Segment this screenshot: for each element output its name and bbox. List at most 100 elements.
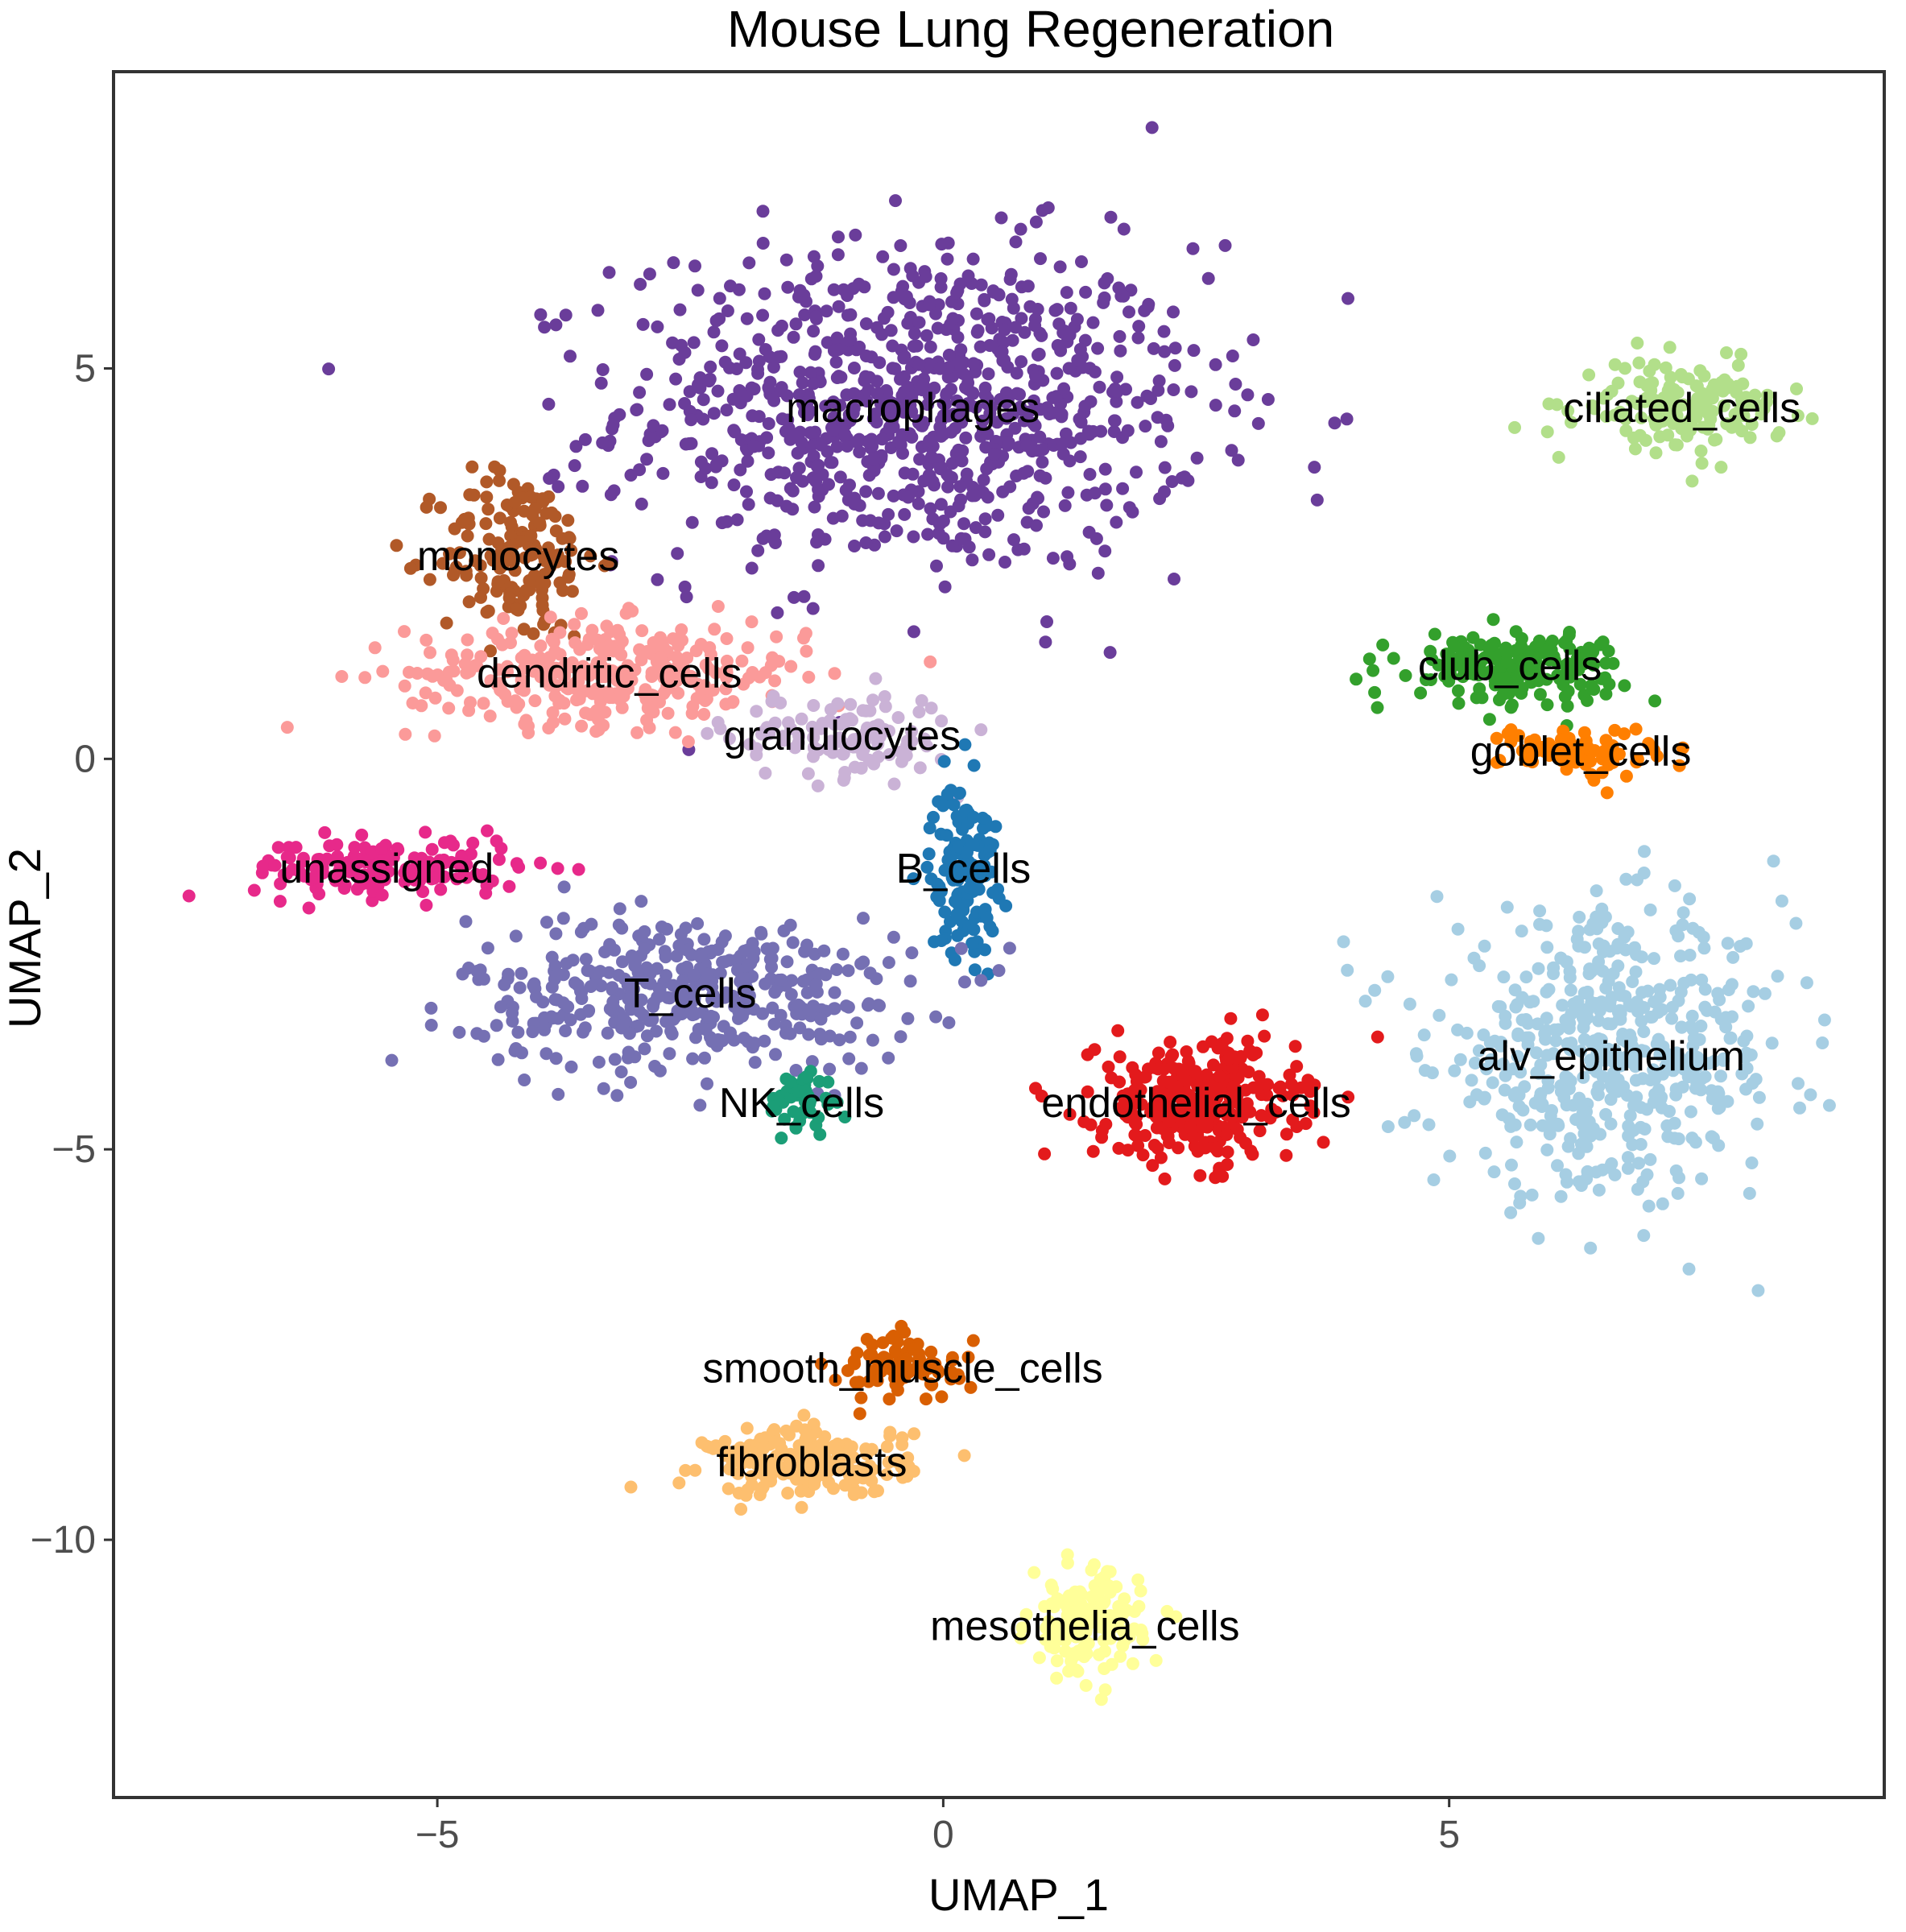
x-tick-label: 5 (1438, 1814, 1460, 1856)
data-point (937, 755, 951, 768)
cluster-label-monocytes: monocytes (417, 533, 619, 580)
data-point (1602, 677, 1616, 691)
data-point (802, 1028, 816, 1041)
data-point (1151, 1046, 1165, 1060)
data-point (999, 395, 1013, 409)
data-point (795, 436, 808, 449)
cluster-points-NK_cells (765, 1065, 852, 1145)
data-point (513, 981, 527, 995)
data-point (1581, 1165, 1594, 1178)
data-point (905, 391, 919, 404)
data-point (504, 515, 517, 529)
data-point (1147, 1139, 1161, 1152)
data-point (869, 672, 883, 685)
data-point (1410, 1049, 1424, 1063)
data-point (850, 436, 864, 449)
data-point (572, 863, 585, 876)
data-point (792, 736, 805, 750)
data-point (1760, 388, 1774, 402)
data-point (1572, 925, 1586, 938)
data-point (1376, 638, 1390, 652)
data-point (1695, 457, 1709, 470)
data-point (1648, 694, 1662, 708)
data-point (1033, 469, 1047, 482)
data-point (804, 366, 817, 379)
data-point (1496, 1057, 1510, 1071)
data-point (912, 414, 925, 428)
data-point (765, 951, 779, 965)
data-point (1017, 542, 1031, 556)
data-point (480, 606, 494, 619)
data-point (547, 635, 560, 649)
data-point (1255, 1109, 1268, 1123)
data-point (1098, 482, 1112, 496)
cluster-label-mesothelia_cells: mesothelia_cells (930, 1603, 1239, 1650)
data-point (368, 641, 382, 655)
data-point (1491, 999, 1505, 1013)
data-point (887, 420, 900, 434)
data-point (962, 540, 976, 554)
data-point (1239, 1136, 1252, 1150)
data-point (651, 320, 664, 333)
data-point (1720, 346, 1733, 359)
data-point (884, 410, 897, 424)
data-point (734, 463, 747, 477)
data-point (1594, 1033, 1608, 1047)
data-point (1149, 1109, 1163, 1123)
data-point (506, 538, 520, 552)
data-point (770, 630, 783, 643)
data-point (1648, 952, 1660, 966)
data-point (932, 894, 946, 908)
data-point (613, 407, 626, 421)
cluster-points-club_cells (1350, 613, 1662, 732)
data-point (633, 386, 647, 399)
data-point (362, 877, 376, 891)
data-point (708, 623, 721, 636)
data-point (751, 544, 765, 557)
data-point (1636, 1072, 1650, 1086)
data-point (671, 547, 684, 561)
cluster-label-alv_epithelium: alv_epithelium (1477, 1033, 1744, 1080)
data-point (1642, 1199, 1656, 1213)
data-point (830, 440, 844, 453)
data-point (1147, 341, 1160, 355)
data-point (745, 561, 759, 575)
data-point (1625, 395, 1639, 408)
data-point (1736, 377, 1750, 391)
points-layer (182, 121, 1836, 1707)
data-point (419, 686, 432, 700)
data-point (635, 624, 649, 638)
data-point (983, 844, 997, 858)
data-point (1086, 316, 1100, 329)
data-point (1696, 387, 1710, 400)
data-point (1563, 1043, 1577, 1057)
data-point (1114, 344, 1127, 358)
data-point (443, 547, 457, 561)
data-point (661, 706, 675, 720)
data-point (1685, 973, 1698, 987)
data-point (903, 974, 917, 988)
data-point (774, 384, 788, 398)
data-point (1022, 502, 1036, 515)
data-point (1465, 1074, 1478, 1087)
data-point (736, 972, 750, 986)
data-point (1533, 917, 1546, 931)
data-point (1103, 1586, 1117, 1599)
data-point (1672, 1132, 1685, 1146)
y-tick-label: −5 (52, 1128, 96, 1171)
data-point (477, 697, 490, 710)
data-point (664, 673, 677, 687)
data-point (1286, 1088, 1300, 1102)
data-point (568, 459, 581, 473)
data-point (625, 978, 639, 992)
data-point (1573, 1091, 1586, 1105)
data-point (1552, 1023, 1565, 1036)
data-point (1113, 329, 1127, 343)
data-point (528, 694, 542, 708)
data-point (597, 1082, 610, 1095)
data-point (1587, 773, 1601, 787)
data-point (741, 1035, 755, 1049)
data-point (1656, 1197, 1669, 1210)
data-point (647, 996, 660, 1010)
data-point (1060, 1556, 1074, 1570)
